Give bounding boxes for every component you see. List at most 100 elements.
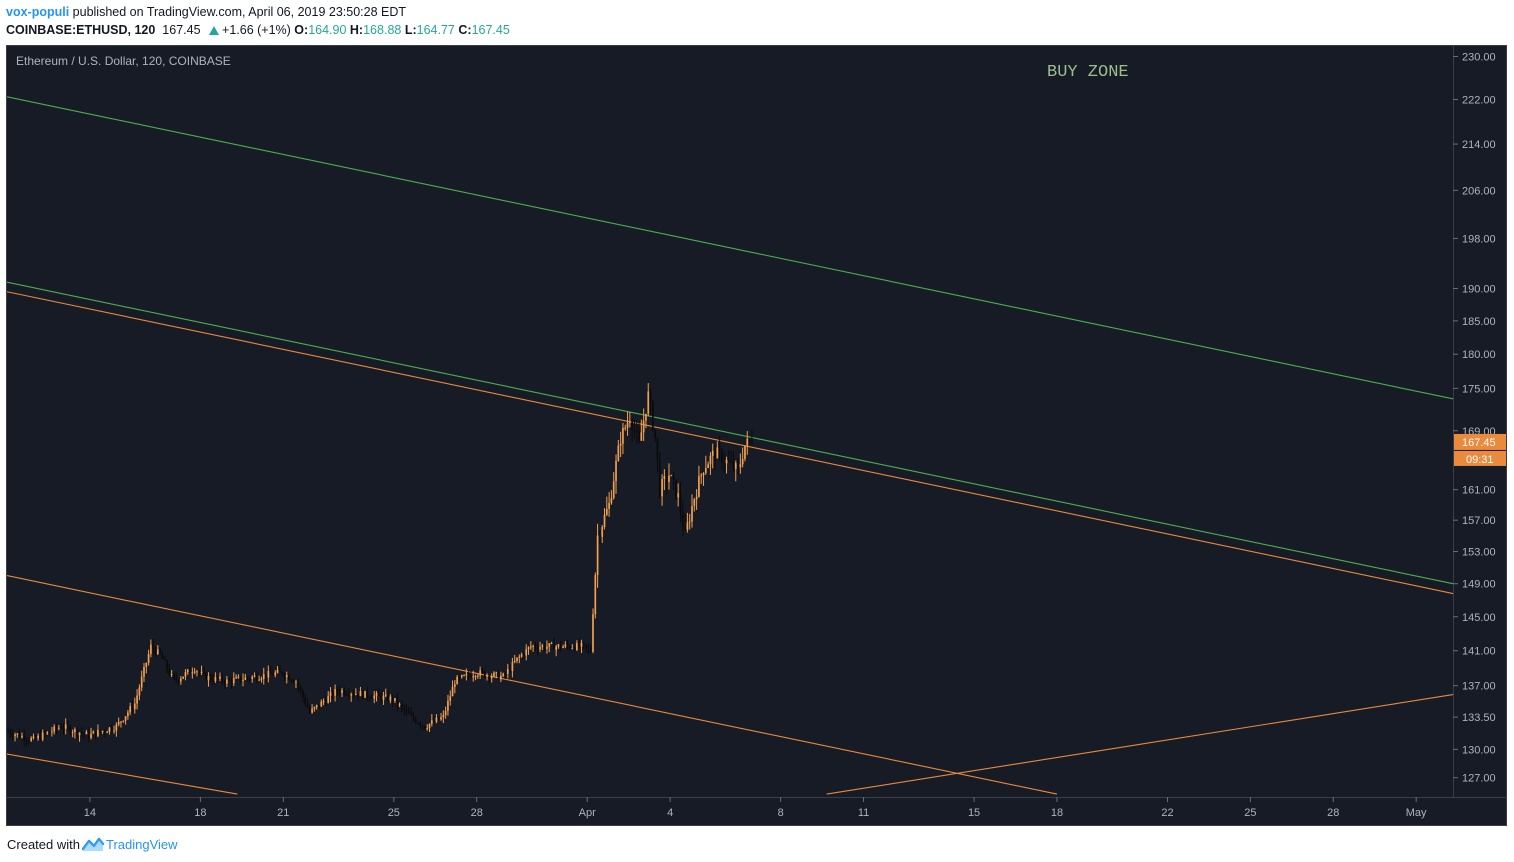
candle-body[interactable] [311, 708, 313, 713]
candle-body[interactable] [700, 475, 703, 477]
candle-body[interactable] [645, 413, 647, 421]
candle-body[interactable] [380, 695, 383, 700]
candle-body[interactable] [214, 676, 217, 682]
candle-body[interactable] [334, 689, 336, 696]
candle-body[interactable] [34, 736, 37, 739]
candle-body[interactable] [315, 705, 318, 708]
candle-body[interactable] [62, 728, 65, 730]
candle-body[interactable] [601, 526, 604, 537]
candle-body[interactable] [306, 703, 309, 708]
tradingview-brand[interactable]: TradingView [106, 837, 178, 852]
candle-body[interactable] [219, 676, 221, 679]
candle-body[interactable] [730, 461, 733, 463]
candle-body[interactable] [23, 735, 26, 741]
candle-body[interactable] [152, 644, 155, 649]
candle-body[interactable] [605, 508, 608, 515]
candle-body[interactable] [375, 693, 378, 696]
candle-body[interactable] [285, 675, 288, 678]
candle-body[interactable] [497, 672, 500, 680]
candle-body[interactable] [253, 675, 256, 677]
candle-body[interactable] [615, 460, 617, 482]
candle-body[interactable] [145, 662, 148, 668]
candle-body[interactable] [184, 672, 187, 677]
candle-body[interactable] [122, 720, 125, 722]
candle-body[interactable] [127, 712, 129, 717]
candle-body[interactable] [502, 673, 505, 676]
candle-body[interactable] [403, 706, 406, 710]
candle-body[interactable] [200, 671, 203, 673]
candle-body[interactable] [580, 642, 583, 647]
candle-body[interactable] [603, 514, 606, 527]
candle-body[interactable] [550, 642, 553, 644]
candle-body[interactable] [147, 654, 150, 663]
candle-body[interactable] [702, 472, 705, 476]
candle-body[interactable] [698, 476, 700, 497]
candle-body[interactable] [295, 681, 297, 683]
candle-body[interactable] [594, 575, 597, 615]
candle-body[interactable] [472, 676, 475, 678]
candle-body[interactable] [642, 420, 645, 433]
candle-body[interactable] [212, 679, 214, 682]
candle-body[interactable] [652, 402, 654, 430]
candle-body[interactable] [548, 643, 551, 647]
candle-body[interactable] [721, 451, 723, 464]
candle-body[interactable] [608, 502, 610, 509]
candle-body[interactable] [592, 614, 594, 652]
candle-body[interactable] [110, 727, 113, 731]
candle-body[interactable] [442, 715, 445, 718]
candle-body[interactable] [391, 696, 394, 701]
candle-body[interactable] [387, 694, 389, 701]
candle-body[interactable] [573, 648, 576, 650]
candle-body[interactable] [9, 731, 12, 735]
candle-body[interactable] [665, 476, 668, 483]
candle-body[interactable] [186, 669, 189, 673]
candle-body[interactable] [679, 493, 682, 513]
candle-body[interactable] [313, 707, 316, 709]
candle-body[interactable] [536, 647, 539, 650]
candle-body[interactable] [18, 733, 21, 738]
candle-body[interactable] [348, 694, 350, 696]
candle-body[interactable] [297, 681, 300, 687]
price-axis[interactable]: 127.00 130.00 133.50 137.00 141.00 145.00 149.… [1453, 46, 1506, 797]
candle-body[interactable] [71, 732, 74, 734]
candle-body[interactable] [113, 730, 115, 732]
candle-body[interactable] [78, 732, 81, 736]
candle-body[interactable] [407, 710, 410, 714]
candle-body[interactable] [741, 459, 744, 465]
candle-body[interactable] [695, 496, 698, 500]
candle-body[interactable] [440, 717, 442, 720]
candle-body[interactable] [737, 463, 739, 468]
candle-body[interactable] [345, 694, 348, 696]
candle-body[interactable] [131, 706, 134, 710]
candle-body[interactable] [539, 647, 541, 650]
candle-body[interactable] [94, 731, 97, 737]
candle-body[interactable] [640, 432, 643, 441]
candle-body[interactable] [106, 731, 109, 733]
candle-body[interactable] [663, 476, 666, 479]
candle-body[interactable] [30, 738, 33, 741]
candle-body[interactable] [658, 460, 661, 497]
candle-body[interactable] [426, 728, 429, 730]
candle-body[interactable] [474, 676, 477, 678]
candle-body[interactable] [398, 703, 401, 705]
candle-body[interactable] [173, 673, 175, 679]
candle-body[interactable] [477, 675, 479, 677]
candle-body[interactable] [87, 731, 90, 738]
candle-body[interactable] [564, 644, 567, 647]
candle-body[interactable] [711, 450, 714, 456]
candle-body[interactable] [55, 726, 58, 729]
candle-body[interactable] [661, 478, 663, 497]
candle-body[interactable] [734, 463, 737, 469]
candle-body[interactable] [124, 716, 127, 721]
candle-body[interactable] [493, 672, 495, 677]
candle-body[interactable] [21, 735, 23, 738]
candle-body[interactable] [115, 724, 118, 731]
candle-body[interactable] [223, 681, 226, 684]
candle-body[interactable] [559, 644, 562, 648]
candle-body[interactable] [64, 724, 67, 729]
candle-body[interactable] [626, 422, 629, 428]
candle-body[interactable] [516, 657, 518, 661]
candle-body[interactable] [37, 735, 39, 739]
candle-body[interactable] [83, 733, 85, 735]
candle-body[interactable] [495, 672, 498, 674]
